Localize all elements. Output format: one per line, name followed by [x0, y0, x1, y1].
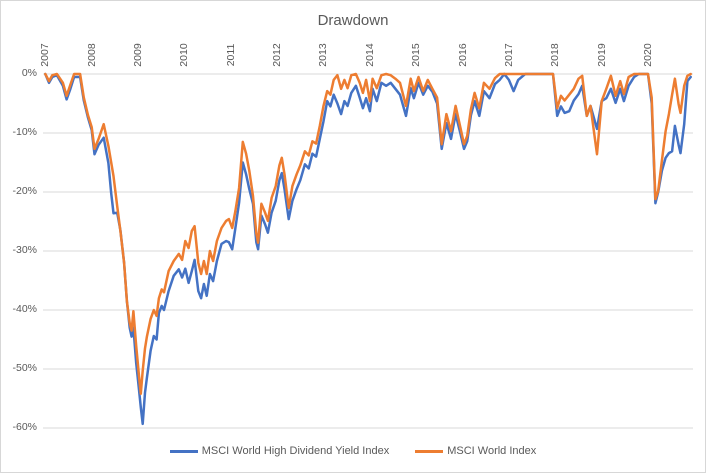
x-tick-label: 2011	[224, 43, 237, 67]
orange-line-swatch-icon	[415, 449, 444, 453]
legend-item-high-dividend: MSCI World High Dividend Yield Index	[169, 445, 390, 457]
legend: MSCI World High Dividend Yield Index MSC…	[1, 445, 705, 457]
y-tick-label: -10%	[12, 126, 37, 138]
x-tick-label: 2017	[502, 43, 515, 67]
legend-label: MSCI World Index	[447, 445, 537, 457]
x-tick-label: 2010	[178, 43, 191, 67]
x-tick-label: 2014	[363, 43, 376, 67]
legend-item-world: MSCI World Index	[415, 445, 536, 457]
series-line-msci-world-high-dividend-yield-index	[44, 72, 692, 426]
x-tick-label: 2019	[595, 43, 608, 67]
x-tick-label: 2009	[132, 43, 145, 67]
y-tick-label: -30%	[12, 244, 37, 256]
y-tick-label: 0%	[21, 67, 37, 79]
chart-title: Drawdown	[317, 12, 389, 29]
y-tick-label: -50%	[12, 362, 37, 374]
blue-line-swatch-icon	[169, 449, 198, 453]
x-tick-label: 2013	[317, 43, 330, 67]
y-tick-label: -40%	[12, 303, 37, 315]
x-tick-label: 2020	[642, 43, 655, 67]
series-line-msci-world-index	[44, 72, 692, 396]
y-tick-label: -20%	[12, 185, 37, 197]
x-tick-label: 2012	[271, 43, 284, 67]
x-tick-label: 2016	[456, 43, 469, 67]
x-tick-label: 2008	[85, 43, 98, 67]
x-tick-label: 2018	[549, 43, 562, 67]
y-tick-label: -60%	[12, 421, 37, 433]
x-tick-label: 2015	[410, 43, 423, 67]
x-tick-label: 2007	[39, 43, 52, 67]
legend-label: MSCI World High Dividend Yield Index	[201, 445, 390, 457]
